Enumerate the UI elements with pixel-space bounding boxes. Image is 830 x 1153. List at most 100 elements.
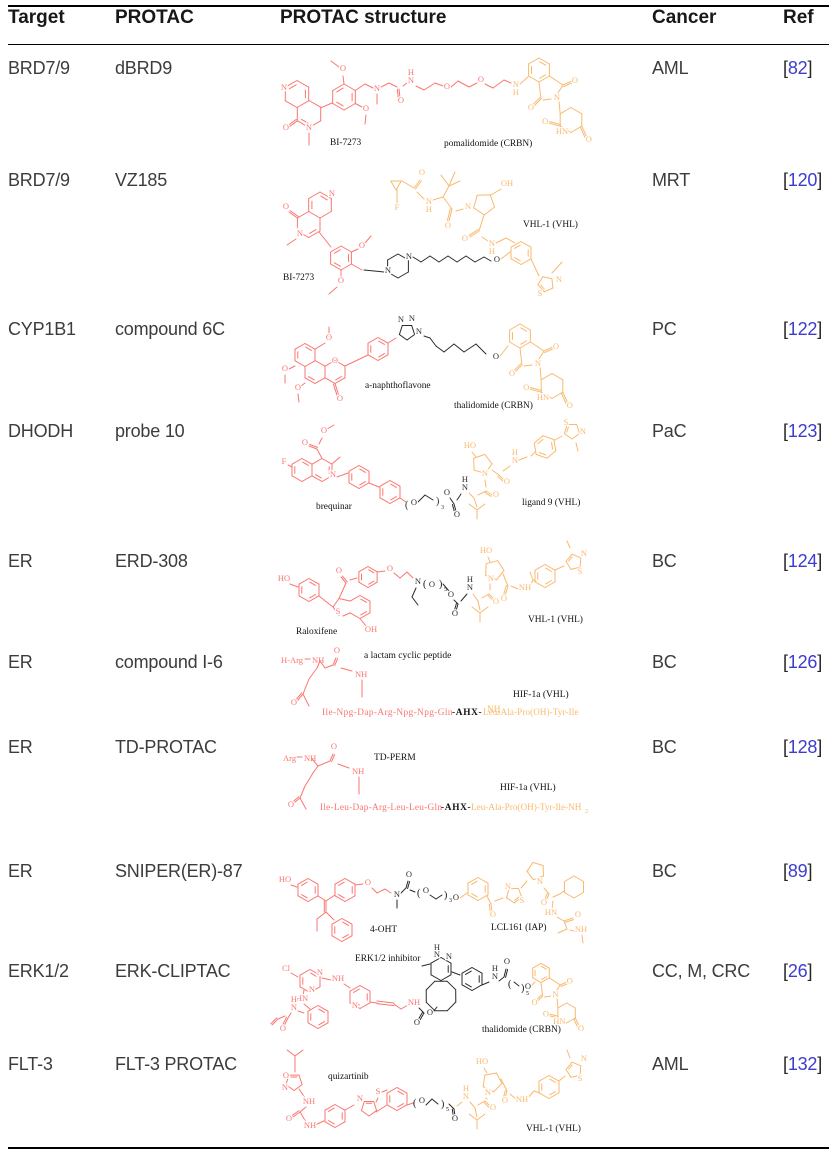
svg-text:O: O	[453, 892, 459, 902]
svg-text:O: O	[444, 487, 450, 497]
svg-text:O: O	[283, 201, 289, 211]
svg-text:(: (	[423, 579, 427, 590]
svg-text:N: N	[488, 573, 494, 583]
svg-text:NH: NH	[519, 582, 531, 592]
svg-text:(: (	[508, 979, 512, 990]
svg-text:O: O	[454, 509, 460, 519]
svg-text:Arg: Arg	[283, 753, 297, 763]
svg-text:O: O	[338, 275, 344, 285]
svg-text:O: O	[291, 697, 297, 707]
svg-text:HN: HN	[296, 993, 308, 1003]
svg-text:N: N	[467, 582, 473, 592]
svg-text:N: N	[446, 951, 452, 961]
svg-text:N: N	[552, 989, 558, 999]
svg-text:O: O	[429, 579, 435, 589]
svg-text:O: O	[283, 122, 289, 132]
svg-text:NH: NH	[332, 973, 344, 983]
svg-text:N: N	[317, 967, 323, 977]
svg-text:O: O	[302, 437, 308, 447]
svg-text:O: O	[427, 1007, 433, 1017]
svg-text:3: 3	[449, 898, 452, 904]
svg-text:O: O	[494, 254, 500, 264]
svg-text:O: O	[286, 1113, 292, 1123]
svg-text:O: O	[326, 332, 332, 342]
svg-text:(: (	[405, 500, 409, 511]
svg-text:): )	[436, 496, 439, 507]
svg-text:N: N	[352, 1000, 358, 1010]
svg-text:S: S	[538, 288, 543, 298]
svg-text:H: H	[426, 204, 432, 214]
svg-text:4-OHT: 4-OHT	[370, 925, 397, 935]
svg-text:N: N	[580, 426, 586, 436]
svg-text:): )	[521, 983, 524, 994]
svg-text:NH: NH	[304, 753, 316, 763]
svg-text:HO: HO	[279, 874, 291, 884]
svg-text:O: O	[490, 909, 496, 919]
svg-text:HN: HN	[556, 126, 568, 136]
svg-text:O: O	[340, 63, 346, 73]
svg-text:BI-7273: BI-7273	[283, 273, 315, 283]
svg-text:N: N	[357, 1093, 363, 1103]
svg-text:S: S	[336, 606, 341, 616]
svg-text:): )	[441, 1099, 444, 1110]
svg-text:-AHX-: -AHX-	[441, 803, 471, 813]
svg-text:HO: HO	[480, 545, 492, 555]
svg-text:5: 5	[446, 1107, 449, 1113]
svg-text:O: O	[419, 167, 425, 177]
svg-text:HIF-1a (VHL): HIF-1a (VHL)	[500, 782, 556, 793]
svg-text:2: 2	[497, 710, 500, 717]
svg-text:O: O	[523, 382, 529, 392]
svg-text:O: O	[567, 400, 573, 410]
svg-text:F: F	[395, 202, 400, 212]
svg-text:Cl: Cl	[282, 963, 291, 973]
svg-text:VHL-1 (VHL): VHL-1 (VHL)	[528, 614, 583, 625]
svg-text:O: O	[448, 589, 454, 599]
svg-text:N: N	[297, 228, 303, 238]
svg-text:O: O	[490, 1102, 496, 1112]
svg-text:NH: NH	[303, 1096, 315, 1106]
svg-text:N: N	[537, 876, 543, 886]
svg-text:H: H	[512, 447, 518, 457]
svg-text:N: N	[463, 1091, 469, 1101]
svg-text:HO: HO	[476, 1056, 488, 1066]
svg-text:N: N	[374, 83, 380, 93]
svg-text:(: (	[417, 888, 421, 899]
svg-text:Leu-Ala-Pro(OH)-Tyr-Ile-NH: Leu-Ala-Pro(OH)-Tyr-Ile-NH	[471, 802, 582, 812]
svg-text:thalidomide (CRBN): thalidomide (CRBN)	[482, 1024, 561, 1035]
svg-text:N: N	[434, 949, 440, 959]
svg-text:LCL161 (IAP): LCL161 (IAP)	[491, 922, 546, 933]
svg-text:BI-7273: BI-7273	[330, 138, 362, 148]
svg-text:N: N	[416, 326, 422, 336]
svg-text:N: N	[512, 455, 518, 465]
svg-text:O: O	[541, 897, 547, 907]
svg-text:N: N	[291, 1002, 297, 1012]
svg-text:O: O	[334, 645, 340, 655]
svg-text:a lactam cyclic peptide: a lactam cyclic peptide	[364, 651, 451, 661]
svg-text:N: N	[385, 265, 391, 275]
svg-text:F: F	[282, 456, 287, 466]
svg-text:N: N	[415, 576, 421, 586]
svg-text:O: O	[493, 596, 499, 606]
svg-text:N: N	[282, 1082, 288, 1092]
svg-text:O: O	[493, 489, 499, 499]
svg-text:3: 3	[441, 505, 444, 511]
svg-text:O: O	[532, 997, 538, 1007]
svg-text:N: N	[465, 201, 471, 211]
svg-text:NH: NH	[487, 705, 501, 715]
svg-text:O: O	[478, 74, 484, 84]
svg-text:O: O	[575, 909, 581, 919]
svg-text:O: O	[501, 593, 507, 603]
svg-text:S: S	[376, 1086, 381, 1096]
svg-text:O: O	[445, 220, 451, 230]
svg-text:O: O	[336, 565, 342, 575]
svg-text:O: O	[525, 981, 531, 991]
svg-text:VHL-1 (VHL): VHL-1 (VHL)	[523, 219, 578, 230]
svg-text:O: O	[419, 1095, 425, 1105]
svg-text:N: N	[581, 1053, 587, 1063]
svg-text:O: O	[414, 1017, 420, 1027]
svg-text:OH: OH	[501, 178, 513, 188]
svg-text:N: N	[406, 251, 412, 261]
svg-text:N: N	[408, 75, 414, 85]
svg-text:): )	[444, 890, 447, 901]
svg-text:2: 2	[585, 808, 588, 815]
